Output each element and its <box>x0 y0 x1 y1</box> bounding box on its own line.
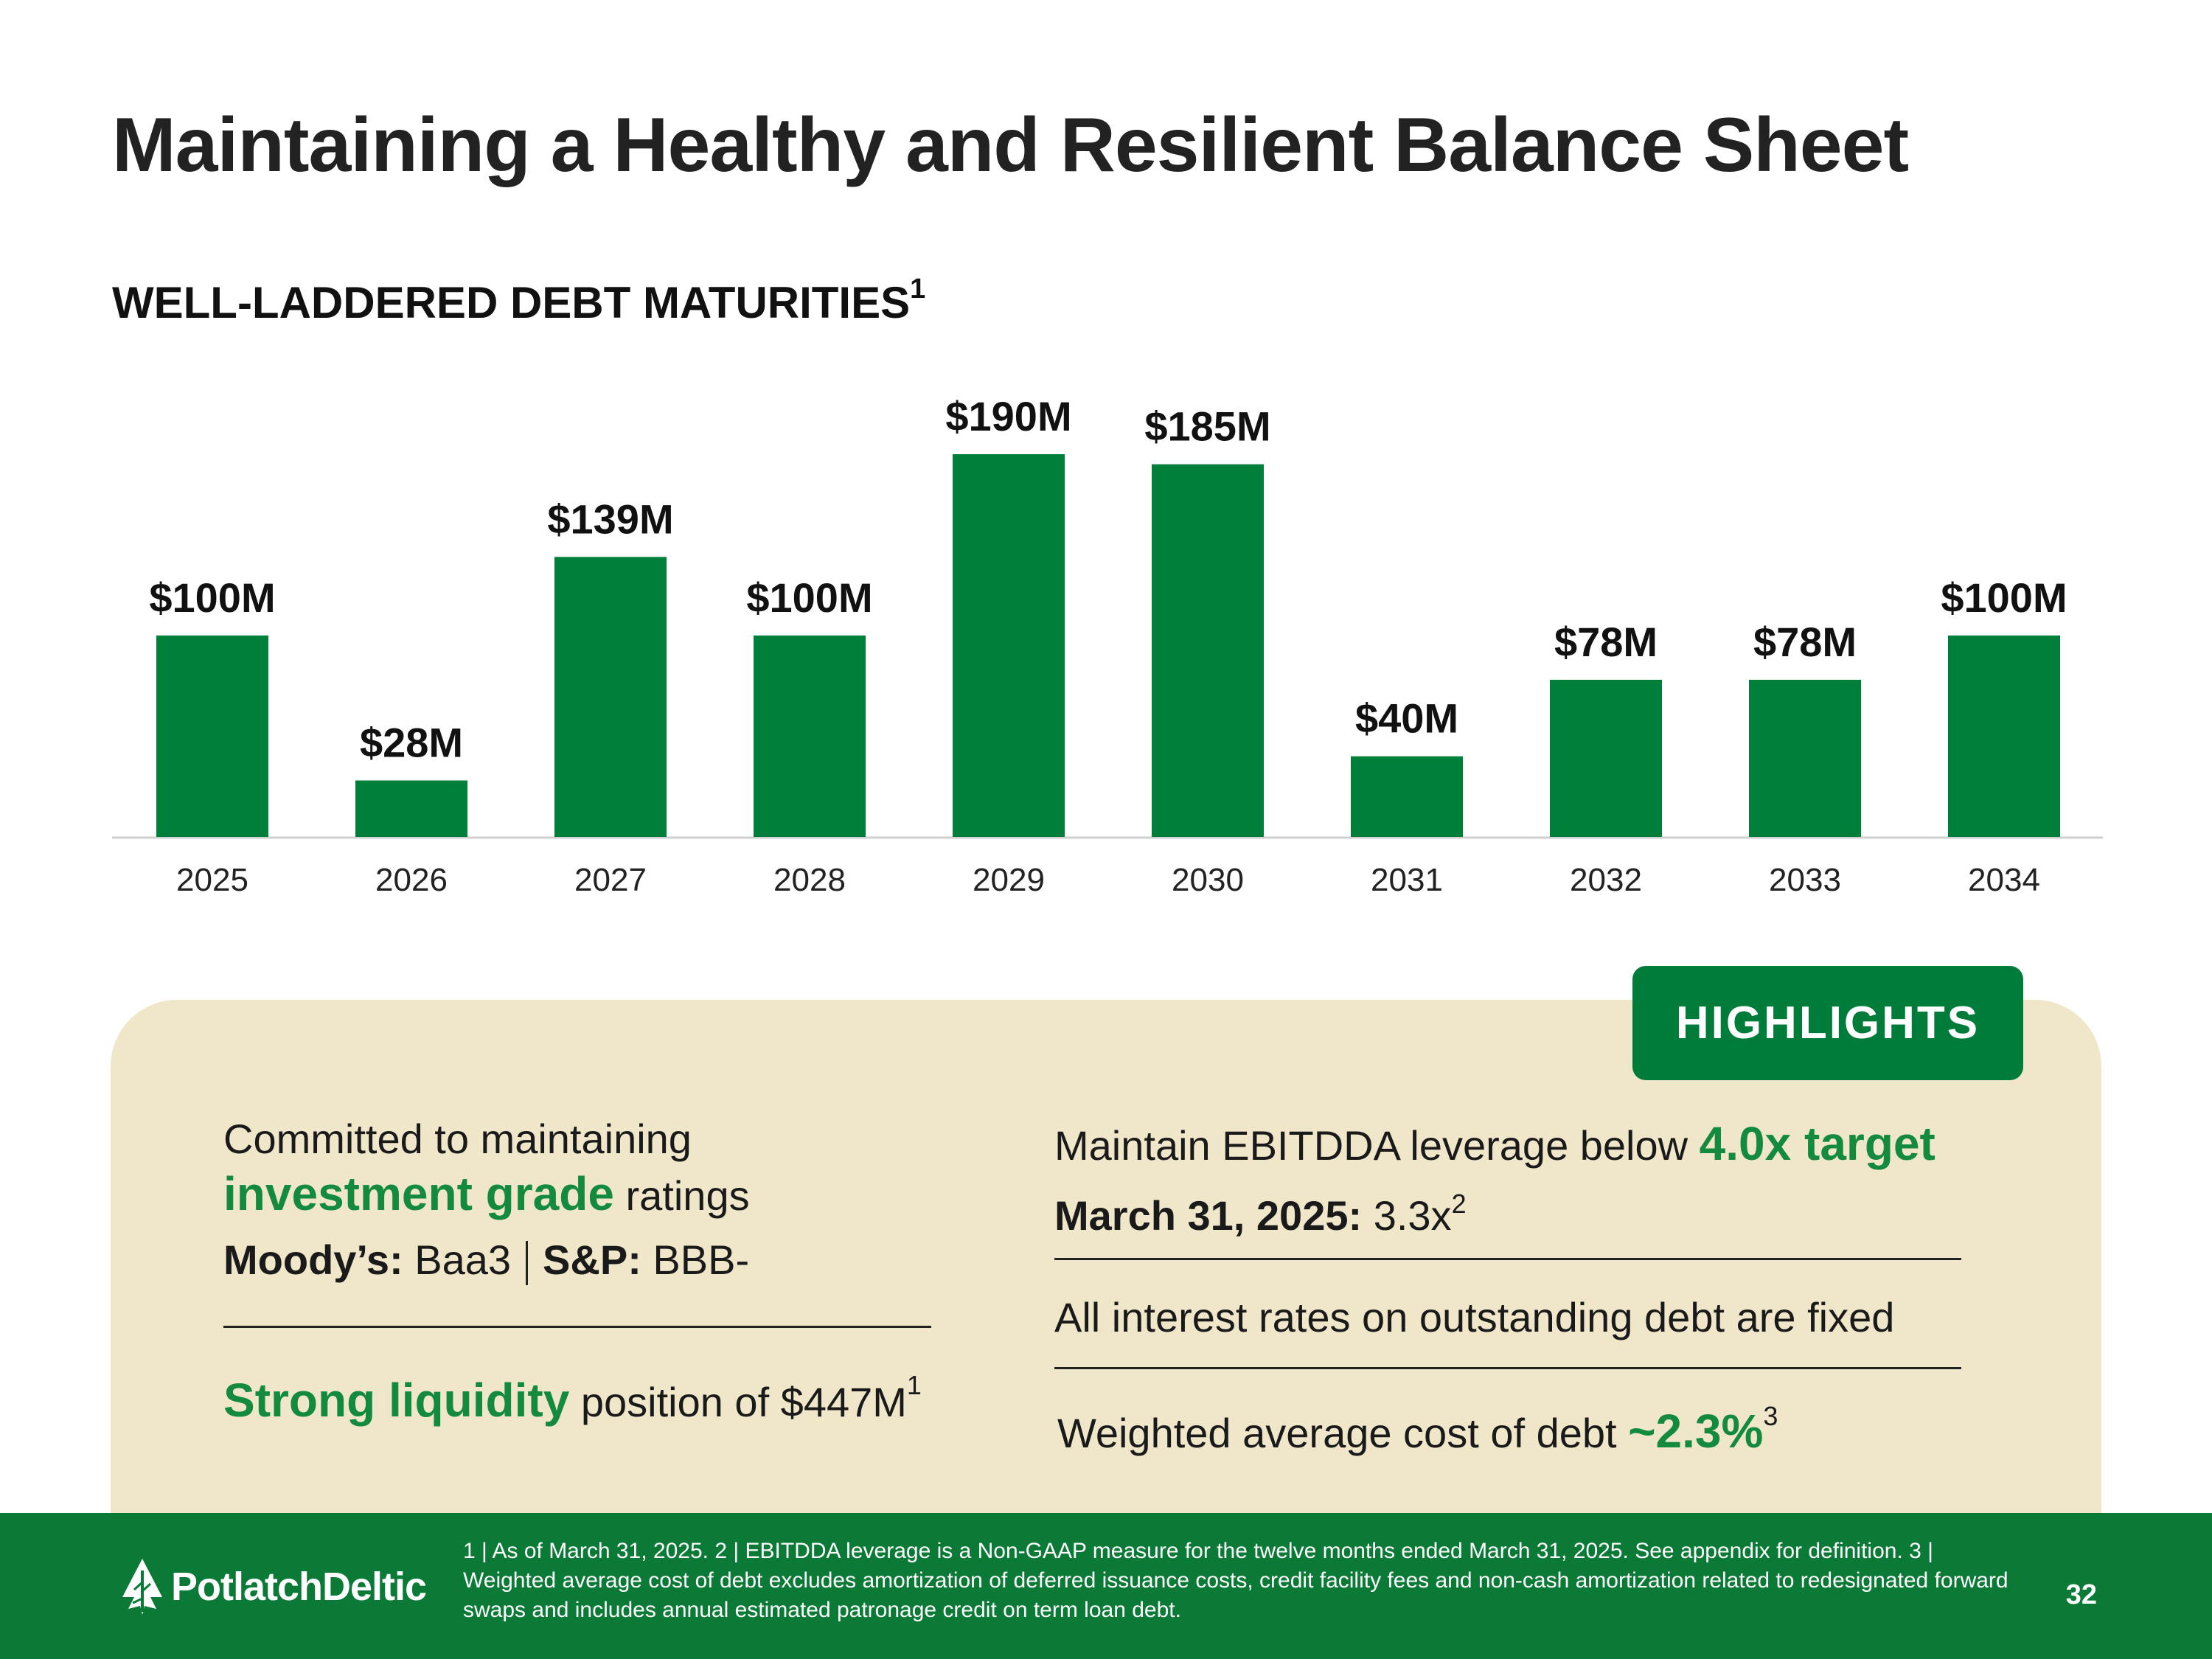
bar-2034 <box>1948 635 2060 837</box>
left-divider <box>223 1326 931 1328</box>
investment-grade-highlight: investment grade <box>223 1167 614 1220</box>
ratings-word: ratings <box>625 1172 750 1219</box>
wacd-line: Weighted average cost of debt ~2.3%3 <box>1057 1401 1778 1458</box>
debt-maturities-chart: $100M 2025 $28M 2026 $139M 2027 $100M 2028 $190M… <box>112 393 2103 898</box>
liquidity-text: position of $447M <box>580 1379 907 1425</box>
value-label-2034: $100M <box>1941 574 2067 621</box>
sp-label: S&P: <box>543 1237 641 1283</box>
value-label-2026: $28M <box>360 720 463 766</box>
liquidity-footnote: 1 <box>906 1370 922 1400</box>
bar-2025 <box>156 635 268 837</box>
value-label-2031: $40M <box>1355 695 1458 742</box>
bar-2030 <box>1152 464 1264 837</box>
bar-2032 <box>1550 679 1662 837</box>
x-tick-2028: 2028 <box>773 862 846 898</box>
bar-2033 <box>1749 679 1861 837</box>
ratings-line: investment grade ratings <box>223 1166 750 1221</box>
page-number: 32 <box>2065 1579 2097 1610</box>
page-title: Maintaining a Healthy and Resilient Bala… <box>112 102 1909 188</box>
value-label-2028: $100M <box>746 574 872 621</box>
bar-2031 <box>1351 756 1463 837</box>
value-label-2029: $190M <box>945 393 1071 439</box>
footer-bar <box>0 1513 2212 1659</box>
bar-2027 <box>554 557 667 837</box>
value-label-2025: $100M <box>149 574 275 621</box>
moodys-value: Baa3 <box>414 1237 512 1283</box>
ebitdda-text: Maintain EBITDDA leverage below <box>1054 1122 1688 1169</box>
x-tick-2027: 2027 <box>574 862 647 898</box>
x-tick-2034: 2034 <box>1968 862 2040 898</box>
highlights-badge: HIGHLIGHTS <box>1632 966 2023 1080</box>
x-tick-2025: 2025 <box>176 862 248 898</box>
x-tick-2031: 2031 <box>1371 862 1443 898</box>
right-divider-2 <box>1054 1367 1961 1369</box>
value-label-2032: $78M <box>1554 619 1658 665</box>
fixed-rates-line: All interest rates on outstanding debt a… <box>1054 1294 1895 1340</box>
ebitdda-line: Maintain EBITDDA leverage below 4.0x tar… <box>1054 1116 1935 1171</box>
bar-2029 <box>953 454 1065 837</box>
company-logo: PotlatchDeltic <box>118 1557 427 1616</box>
chart-subtitle: WELL-LADDERED DEBT MATURITIES1 <box>112 274 926 328</box>
footnotes: 1 | As of March 31, 2025. 2 | EBITDDA le… <box>463 1539 2008 1622</box>
value-label-2027: $139M <box>547 495 673 542</box>
x-tick-2032: 2032 <box>1570 862 1642 898</box>
liquidity-line: Strong liquidity position of $447M1 <box>223 1370 922 1427</box>
ratings-detail: Moody’s: Baa3 S&P: BBB- <box>223 1236 750 1286</box>
bar-2026 <box>355 780 467 837</box>
x-tick-2029: 2029 <box>973 862 1045 898</box>
wacd-highlight: ~2.3% <box>1628 1405 1764 1458</box>
wacd-footnote: 3 <box>1763 1401 1778 1431</box>
chart-subtitle-text: WELL-LADDERED DEBT MATURITIES <box>112 278 911 327</box>
wacd-text: Weighted average cost of debt <box>1057 1410 1617 1456</box>
x-tick-2033: 2033 <box>1769 862 1841 898</box>
ebitdda-target-highlight: 4.0x target <box>1699 1117 1935 1170</box>
leverage-value: 3.3x <box>1373 1192 1452 1239</box>
value-label-2030: $185M <box>1144 403 1270 450</box>
moodys-label: Moody’s: <box>223 1237 403 1283</box>
leverage-date-label: March 31, 2025: <box>1054 1192 1363 1239</box>
x-tick-2030: 2030 <box>1172 862 1244 898</box>
ratings-intro: Committed to maintaining <box>223 1116 692 1162</box>
tree-logo-icon <box>122 1559 162 1615</box>
right-divider-1 <box>1054 1258 1961 1260</box>
x-tick-2026: 2026 <box>375 862 448 898</box>
bar-2028 <box>754 635 866 837</box>
leverage-date-line: March 31, 2025: 3.3x2 <box>1054 1189 1467 1239</box>
ratings-separator <box>526 1241 529 1286</box>
leverage-footnote: 2 <box>1451 1189 1467 1219</box>
value-label-2033: $78M <box>1753 619 1857 665</box>
logo-text: PotlatchDeltic <box>171 1565 427 1609</box>
chart-subtitle-footnote: 1 <box>910 274 926 305</box>
strong-liquidity-highlight: Strong liquidity <box>223 1374 570 1427</box>
sp-value: BBB- <box>653 1237 750 1283</box>
